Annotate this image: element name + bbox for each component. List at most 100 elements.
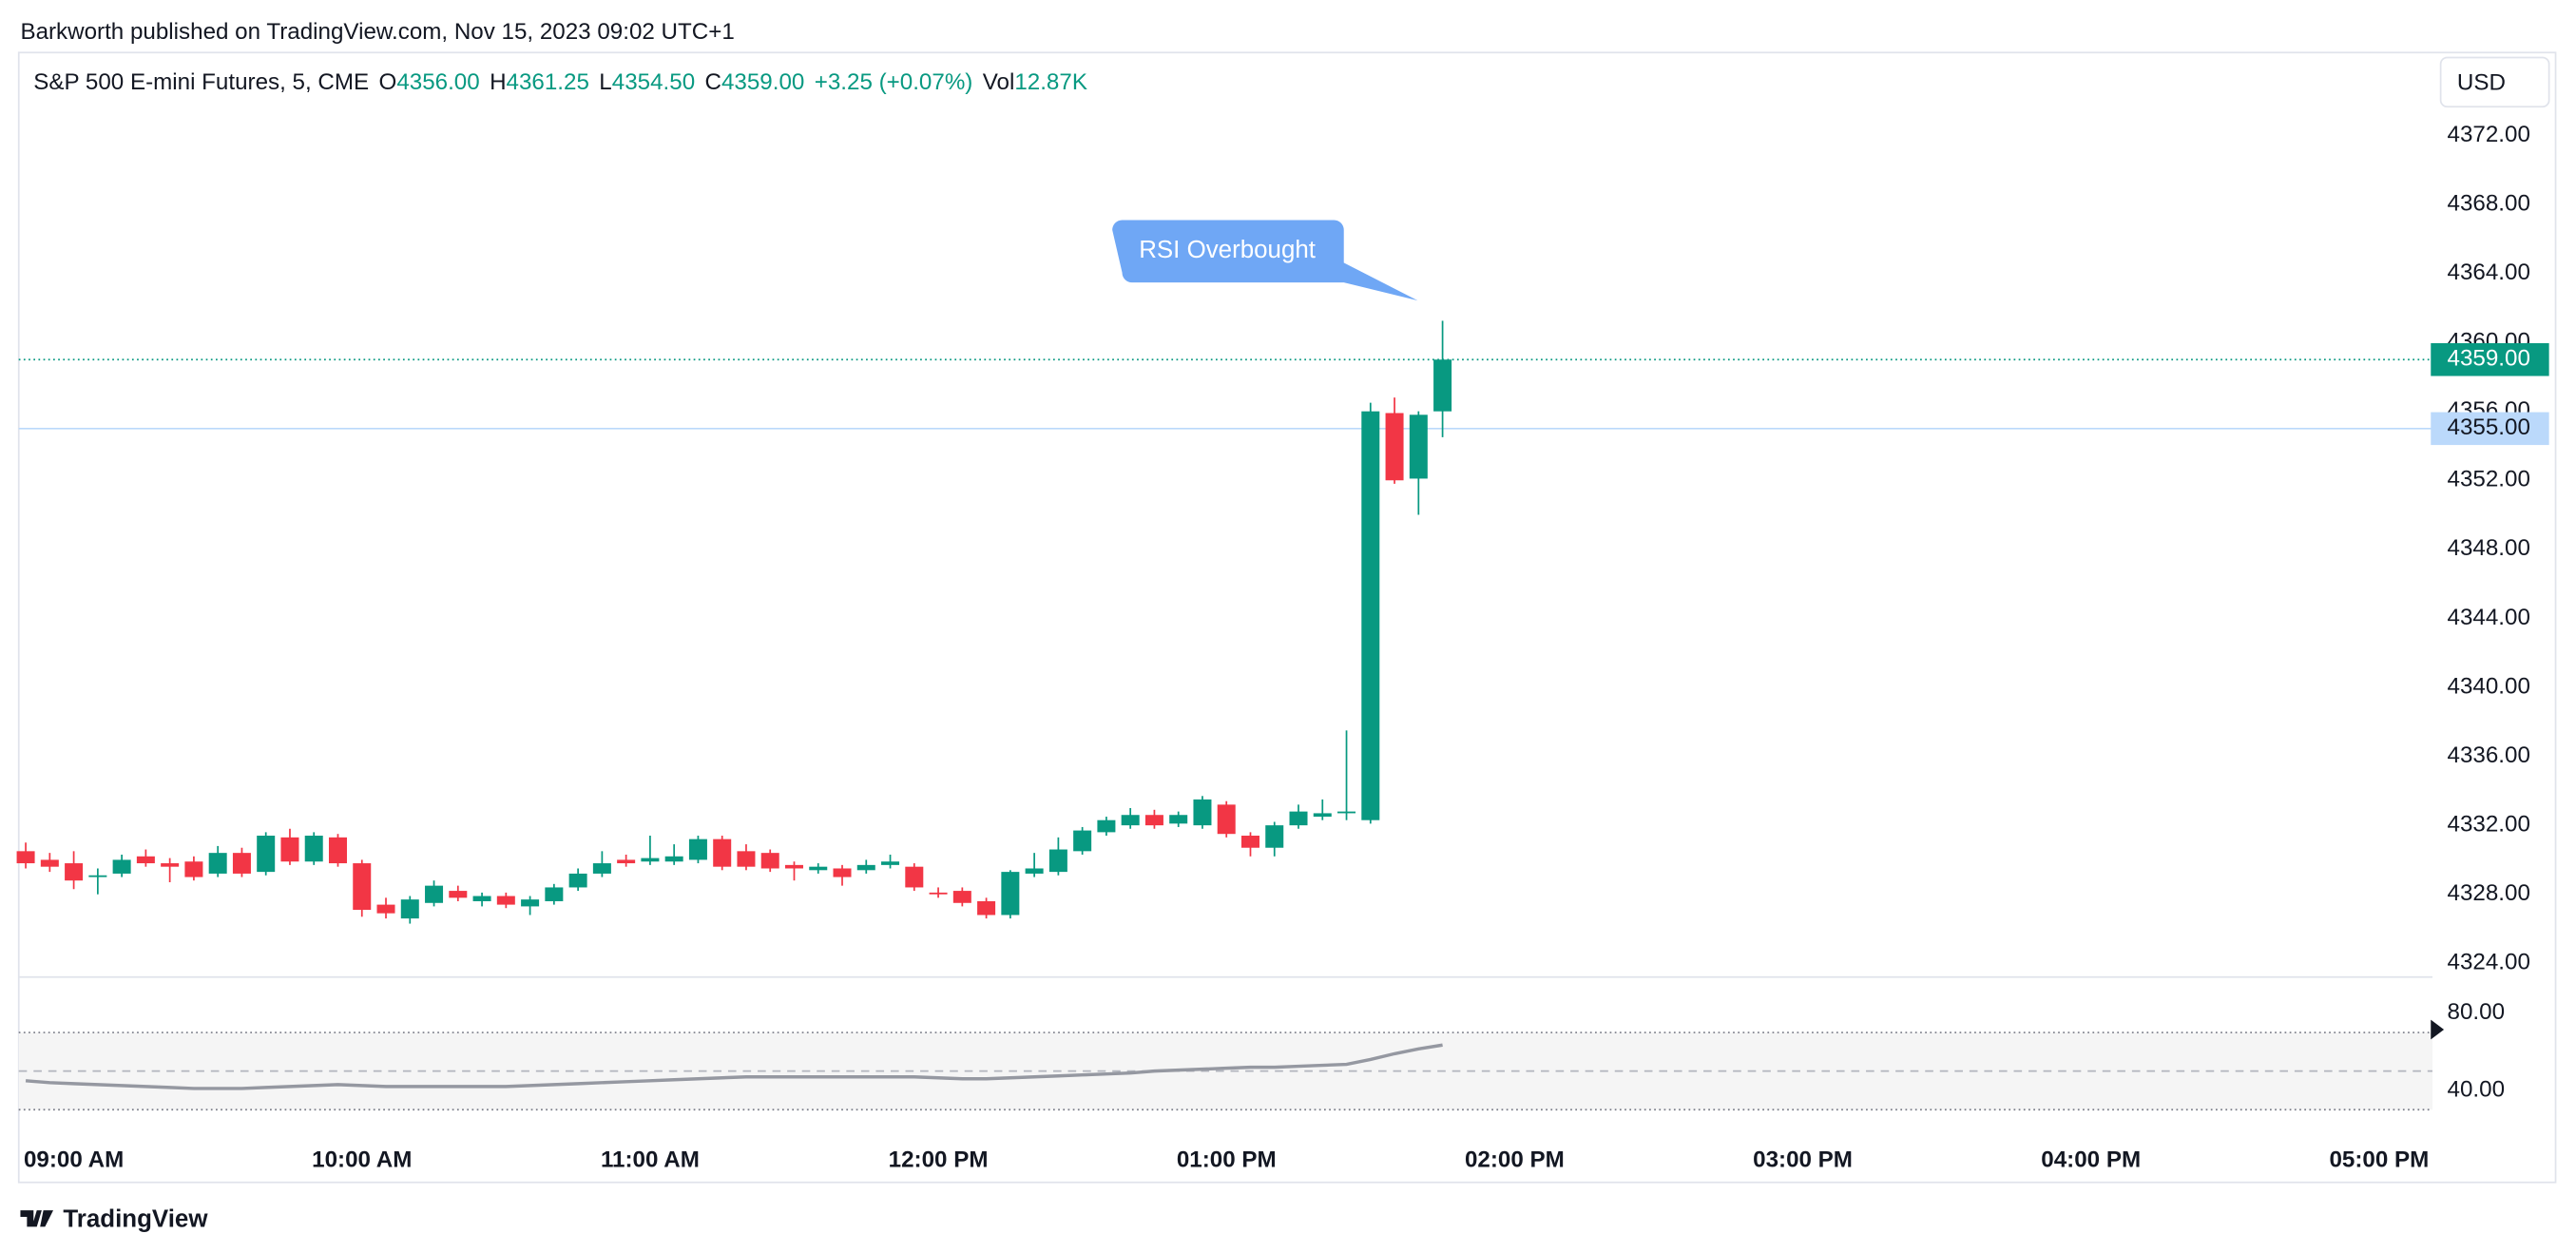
candle-body: [1433, 359, 1452, 412]
candle-body: [1313, 813, 1332, 818]
y-tick-label: 4340.00: [2448, 673, 2530, 699]
x-tick-label: 11:00 AM: [601, 1147, 700, 1173]
x-tick-label: 09:00 AM: [24, 1147, 124, 1173]
candle-body: [1361, 411, 1380, 820]
candle-body: [65, 863, 84, 881]
candle-body: [1097, 819, 1116, 833]
candle-body: [568, 873, 587, 888]
candle-body: [833, 868, 852, 877]
candle-body: [1121, 815, 1140, 826]
legend-value: 4359.00: [721, 69, 804, 95]
legend-label: L: [599, 69, 611, 95]
price-tag-label: 4355.00: [2448, 414, 2530, 440]
candle-body: [521, 899, 540, 907]
candle-body: [40, 859, 59, 867]
candle-body: [545, 887, 564, 901]
x-tick-label: 04:00 PM: [2041, 1147, 2141, 1173]
candle-body: [208, 853, 227, 874]
x-tick-label: 05:00 PM: [2329, 1147, 2429, 1173]
brand-logo: [20, 1210, 54, 1227]
candle-body: [760, 853, 779, 869]
candle-body: [88, 875, 107, 877]
candle-body: [1409, 414, 1428, 479]
candle-body: [1337, 811, 1356, 814]
legend-label: C: [705, 69, 721, 95]
candle-body: [881, 861, 900, 865]
chart-frame: [17, 51, 2557, 1184]
candle-body: [184, 861, 203, 877]
callout-shape: [1112, 220, 1418, 301]
brand: TradingView: [63, 1205, 208, 1232]
x-tick-label: 10:00 AM: [312, 1147, 412, 1173]
y-tick-label: 4372.00: [2448, 122, 2530, 147]
candle-body: [713, 839, 732, 867]
candle-body: [856, 864, 875, 871]
candle-body: [1048, 849, 1067, 873]
candle-body: [977, 900, 996, 916]
candle-body: [1385, 413, 1404, 481]
currency-box[interactable]: [2439, 56, 2550, 108]
candle-body: [1001, 872, 1020, 916]
candle-body: [929, 892, 948, 895]
x-tick-label: 12:00 PM: [889, 1147, 989, 1173]
candle-body: [952, 891, 971, 903]
currency[interactable]: USD: [2457, 69, 2506, 95]
legend-value: 4361.25: [507, 69, 589, 95]
annotation-callout: RSI Overbought: [1112, 220, 1418, 301]
candle-body: [376, 904, 395, 914]
y-tick-label: 4332.00: [2448, 812, 2530, 838]
legend-label: O: [379, 69, 397, 95]
legend-value: 4354.50: [612, 69, 695, 95]
x-tick-label: 02:00 PM: [1465, 1147, 1565, 1173]
candle-body: [328, 837, 347, 864]
rsi-line: [25, 1043, 1443, 1090]
candle-body: [1073, 830, 1092, 852]
legend-value: 12.87K: [1014, 69, 1087, 95]
last-price-label: 4359.00: [2448, 346, 2530, 372]
candle-body: [1289, 811, 1308, 826]
candle-body: [1240, 836, 1259, 848]
candle-body: [161, 863, 180, 867]
y-tick-label: 4328.00: [2448, 880, 2530, 906]
y-tick-label: 4344.00: [2448, 605, 2530, 630]
candle-body: [1217, 804, 1236, 835]
rsi-tick-label: 40.00: [2448, 1076, 2506, 1102]
legend-value: +3.25 (+0.07%): [815, 69, 973, 95]
candle-body: [1193, 799, 1212, 826]
candle-body: [905, 866, 924, 888]
rsi-marker: [2431, 1019, 2445, 1040]
candle-body: [809, 866, 828, 871]
candle-body: [425, 885, 444, 903]
candle-body: [641, 858, 660, 862]
y-tick-label: 4336.00: [2448, 742, 2530, 768]
candle-body: [472, 896, 491, 901]
legend-label: Vol: [983, 69, 1015, 95]
candle-body: [257, 836, 276, 873]
legend: S&P 500 E-mini Futures, 5, CME O4356.00 H4…: [33, 69, 1087, 95]
x-tick-label: 01:00 PM: [1177, 1147, 1277, 1173]
candle-body: [304, 836, 323, 862]
candle-body: [232, 853, 251, 874]
y-tick-label: 4368.00: [2448, 190, 2530, 216]
candle-body: [136, 856, 155, 864]
candle-body: [688, 839, 707, 860]
candle-body: [16, 851, 35, 864]
candle-body: [496, 896, 515, 905]
rsi-tick-label: 80.00: [2448, 999, 2506, 1025]
candle-body: [1144, 815, 1163, 826]
legend-title: S&P 500 E-mini Futures, 5, CME: [33, 69, 369, 95]
legend-label: H: [490, 69, 506, 95]
published-note: Barkworth published on TradingView.com, …: [20, 19, 734, 45]
candle-body: [617, 859, 636, 864]
candle-body: [784, 864, 803, 869]
y-tick-label: 4324.00: [2448, 950, 2530, 975]
y-tick-label: 4364.00: [2448, 260, 2530, 285]
candle-body: [280, 837, 299, 862]
legend-value: 4356.00: [396, 69, 479, 95]
candle-body: [449, 891, 468, 898]
candle-body: [592, 863, 611, 874]
y-tick-label: 4352.00: [2448, 467, 2530, 492]
x-tick-label: 03:00 PM: [1753, 1147, 1853, 1173]
